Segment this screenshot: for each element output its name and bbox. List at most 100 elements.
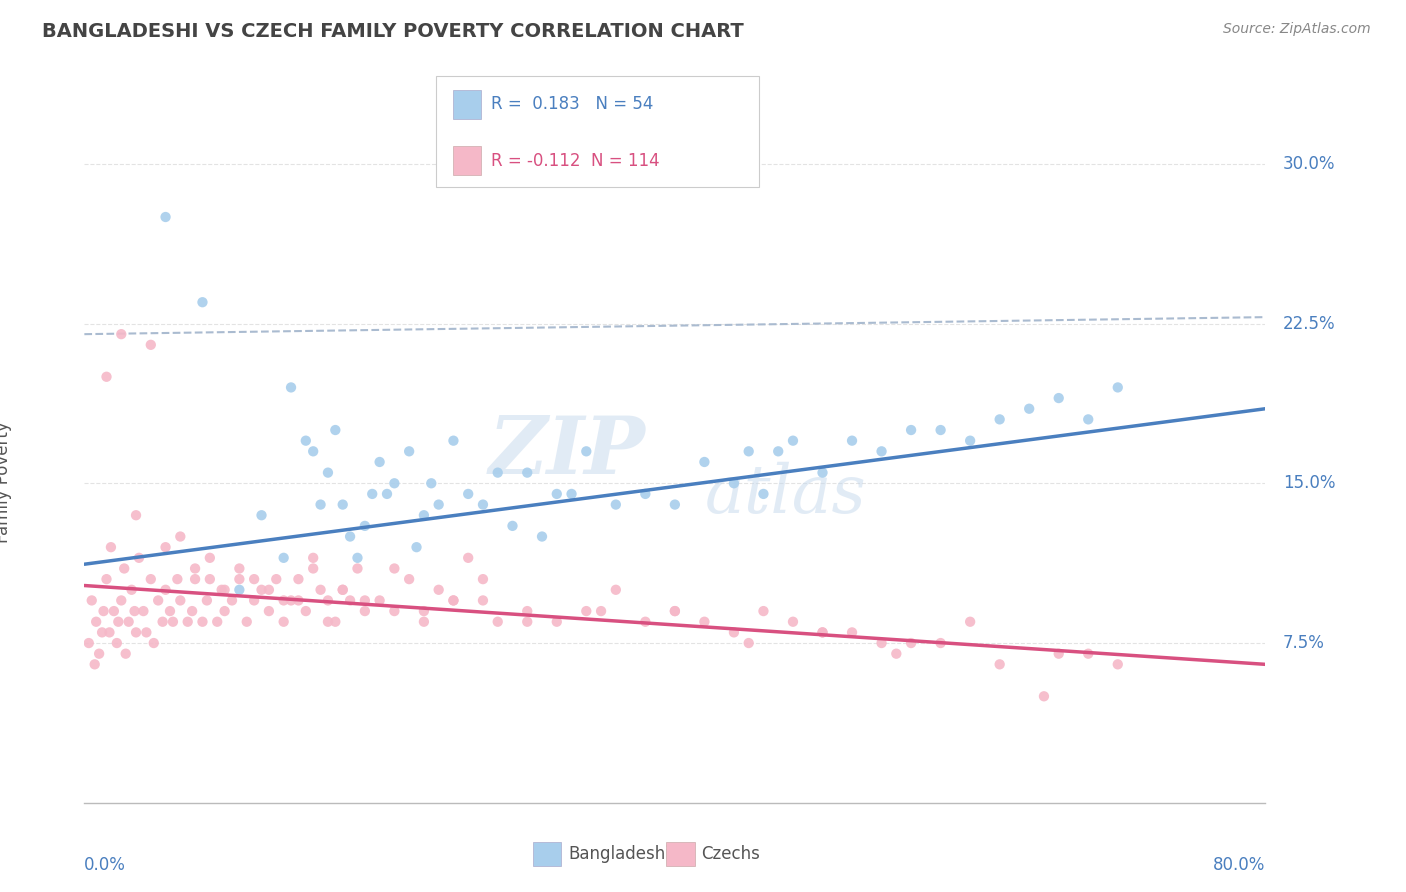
- Point: [1077, 647, 1099, 661]
- Point: [591, 604, 613, 618]
- Point: [198, 572, 221, 586]
- Point: [280, 593, 302, 607]
- Point: [110, 593, 132, 607]
- Point: [273, 615, 295, 629]
- Point: [929, 636, 952, 650]
- Point: [561, 487, 583, 501]
- Point: [77, 636, 100, 650]
- Text: Czechs: Czechs: [702, 845, 761, 863]
- Point: [486, 615, 509, 629]
- Point: [195, 593, 218, 607]
- Text: Family Poverty: Family Poverty: [0, 421, 13, 542]
- Point: [346, 561, 368, 575]
- Point: [228, 572, 250, 586]
- Point: [125, 508, 148, 523]
- Point: [516, 604, 538, 618]
- Point: [384, 561, 406, 575]
- Point: [405, 540, 427, 554]
- Point: [128, 550, 150, 565]
- Point: [273, 593, 295, 607]
- Point: [280, 380, 302, 394]
- Point: [516, 466, 538, 480]
- Point: [486, 466, 509, 480]
- Point: [413, 604, 436, 618]
- Point: [384, 604, 406, 618]
- Point: [266, 572, 288, 586]
- Point: [152, 615, 174, 629]
- Point: [738, 444, 761, 458]
- Point: [988, 657, 1011, 672]
- Point: [346, 550, 368, 565]
- Point: [155, 582, 177, 597]
- Point: [83, 657, 105, 672]
- Point: [368, 455, 391, 469]
- Point: [112, 561, 135, 575]
- Point: [354, 604, 377, 618]
- Point: [295, 604, 318, 618]
- Point: [181, 604, 204, 618]
- Point: [339, 529, 361, 543]
- Point: [159, 604, 181, 618]
- Point: [516, 615, 538, 629]
- Point: [1018, 401, 1040, 416]
- Point: [250, 508, 273, 523]
- Point: [693, 615, 716, 629]
- Point: [664, 498, 686, 512]
- Point: [782, 434, 804, 448]
- Point: [155, 210, 177, 224]
- Point: [98, 625, 121, 640]
- Point: [531, 529, 554, 543]
- Point: [107, 615, 129, 629]
- Text: 0.0%: 0.0%: [84, 856, 127, 874]
- Point: [169, 529, 191, 543]
- Point: [118, 615, 141, 629]
- Point: [768, 444, 790, 458]
- Point: [693, 455, 716, 469]
- Point: [139, 572, 162, 586]
- Point: [664, 604, 686, 618]
- Point: [811, 625, 834, 640]
- Point: [142, 636, 165, 650]
- Point: [325, 423, 347, 437]
- Point: [132, 604, 155, 618]
- Point: [1033, 690, 1056, 704]
- Point: [361, 487, 384, 501]
- Point: [177, 615, 200, 629]
- Point: [900, 636, 922, 650]
- Point: [354, 519, 377, 533]
- Point: [169, 593, 191, 607]
- Point: [103, 604, 125, 618]
- Point: [870, 444, 893, 458]
- Point: [96, 369, 118, 384]
- Point: [191, 615, 214, 629]
- Point: [287, 572, 309, 586]
- Point: [110, 327, 132, 342]
- Point: [114, 647, 136, 661]
- Point: [782, 615, 804, 629]
- Point: [124, 604, 146, 618]
- Point: [184, 572, 207, 586]
- Point: [870, 636, 893, 650]
- Point: [1077, 412, 1099, 426]
- Point: [900, 423, 922, 437]
- Point: [634, 615, 657, 629]
- Point: [243, 572, 266, 586]
- Point: [427, 582, 450, 597]
- Point: [354, 593, 377, 607]
- Point: [316, 615, 339, 629]
- Point: [413, 615, 436, 629]
- Point: [125, 625, 148, 640]
- Point: [166, 572, 188, 586]
- Point: [398, 444, 420, 458]
- Point: [302, 561, 325, 575]
- Point: [664, 604, 686, 618]
- Text: 30.0%: 30.0%: [1284, 154, 1336, 173]
- Point: [236, 615, 259, 629]
- Point: [443, 593, 465, 607]
- Text: 7.5%: 7.5%: [1284, 634, 1324, 652]
- Text: 22.5%: 22.5%: [1284, 315, 1336, 333]
- Text: Source: ZipAtlas.com: Source: ZipAtlas.com: [1223, 22, 1371, 37]
- Point: [427, 498, 450, 512]
- Point: [302, 550, 325, 565]
- Point: [959, 615, 981, 629]
